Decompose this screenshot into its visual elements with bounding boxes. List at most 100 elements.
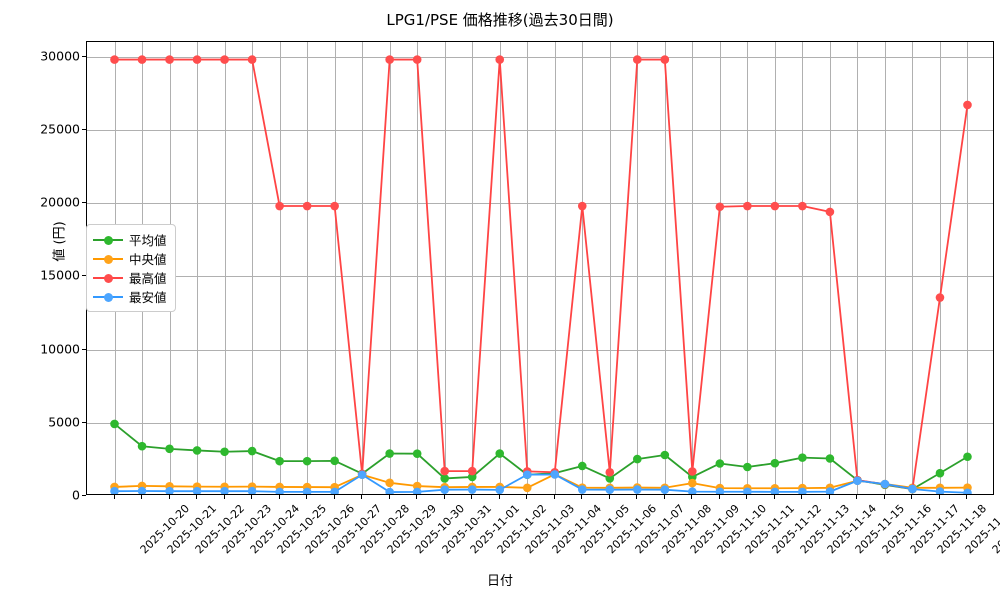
x-tick-mark xyxy=(663,495,665,499)
data-point xyxy=(220,447,229,457)
data-point xyxy=(275,487,284,494)
gridline-vertical xyxy=(197,42,199,494)
gridline-vertical xyxy=(472,42,474,494)
data-point xyxy=(137,486,147,494)
gridline-horizontal xyxy=(87,203,993,205)
y-tick-mark xyxy=(82,55,86,57)
x-tick-mark xyxy=(526,495,528,499)
data-point xyxy=(550,470,560,479)
y-tick-label: 20000 xyxy=(40,194,80,210)
y-tick-label: 30000 xyxy=(40,48,80,64)
x-tick-mark xyxy=(223,495,225,499)
legend-label: 中央値 xyxy=(129,252,167,267)
data-point xyxy=(247,446,257,456)
data-point xyxy=(220,486,229,494)
gridline-vertical xyxy=(582,42,584,494)
data-point xyxy=(798,453,807,462)
y-axis-tick-labels: 0 5000 10000 15000 20000 25000 30000 xyxy=(8,0,80,600)
gridline-vertical xyxy=(802,42,804,494)
data-point xyxy=(660,450,670,460)
data-point xyxy=(495,55,505,64)
x-tick-mark xyxy=(911,495,913,499)
chart-legend[interactable]: 平均値中央値最高値 最安値 xyxy=(86,224,176,312)
legend-item-4[interactable]: 最安値 xyxy=(93,287,167,306)
data-point xyxy=(770,487,780,494)
legend-item-3[interactable]: 最高値 xyxy=(93,268,167,287)
y-tick-mark xyxy=(82,275,86,277)
gridline-vertical xyxy=(967,42,969,494)
data-point xyxy=(770,458,780,468)
data-point xyxy=(165,486,174,494)
x-tick-mark xyxy=(966,495,968,499)
gridline-vertical xyxy=(527,42,529,494)
x-tick-mark xyxy=(856,495,858,499)
gridline-vertical xyxy=(362,42,364,494)
gridline-vertical xyxy=(609,42,611,494)
data-point xyxy=(715,487,725,494)
data-point xyxy=(605,467,615,477)
data-point xyxy=(385,487,394,494)
data-point xyxy=(385,478,394,488)
x-tick-mark xyxy=(333,495,335,499)
gridline-horizontal xyxy=(87,422,993,424)
x-tick-mark xyxy=(306,495,308,499)
data-point xyxy=(605,474,615,483)
data-point xyxy=(412,449,422,458)
series-line xyxy=(113,473,969,494)
gridline-vertical xyxy=(279,42,281,494)
series-3 xyxy=(110,55,972,494)
data-point xyxy=(302,201,312,211)
y-tick-label: 0 xyxy=(72,487,80,503)
gridline-vertical xyxy=(307,42,309,494)
legend-item-1[interactable]: 平均値 xyxy=(93,230,167,249)
legend-swatch-icon xyxy=(93,233,123,247)
x-tick-mark xyxy=(416,495,418,499)
data-point xyxy=(660,55,670,64)
gridline-vertical xyxy=(912,42,914,494)
data-point xyxy=(247,55,257,64)
x-tick-mark xyxy=(141,495,143,499)
plot-area xyxy=(86,41,994,495)
x-tick-mark xyxy=(608,495,610,499)
x-tick-mark xyxy=(113,495,115,499)
gridline-vertical xyxy=(884,42,886,494)
data-point xyxy=(385,55,394,64)
data-point xyxy=(495,485,505,494)
data-point xyxy=(110,55,119,64)
x-tick-mark xyxy=(883,495,885,499)
data-point xyxy=(798,201,807,211)
data-point xyxy=(192,486,202,494)
legend-label: 最高値 xyxy=(129,271,167,286)
y-tick-label: 10000 xyxy=(40,341,80,357)
legend-item-2[interactable]: 中央値 xyxy=(93,249,167,268)
chart-title: LPG1/PSE 価格推移(過去30日間) xyxy=(386,11,614,29)
data-point xyxy=(577,461,587,471)
data-point xyxy=(743,462,752,472)
data-point xyxy=(330,201,339,211)
data-point xyxy=(467,466,477,476)
data-point xyxy=(935,468,945,478)
data-point xyxy=(715,459,725,468)
data-point xyxy=(963,488,972,494)
gridline-vertical xyxy=(829,42,831,494)
data-point xyxy=(688,478,697,488)
data-point xyxy=(440,485,449,494)
series-line xyxy=(113,473,969,490)
data-point xyxy=(633,485,642,494)
data-point xyxy=(302,456,312,466)
y-tick-mark xyxy=(82,202,86,204)
data-point xyxy=(963,100,972,110)
x-tick-mark xyxy=(471,495,473,499)
x-tick-mark xyxy=(196,495,198,499)
y-tick-mark xyxy=(82,348,86,350)
data-point xyxy=(715,202,725,212)
data-point xyxy=(385,449,394,458)
data-point xyxy=(963,452,972,462)
x-tick-mark xyxy=(553,495,555,499)
y-tick-label: 25000 xyxy=(40,121,80,137)
data-point xyxy=(743,487,752,494)
gridline-vertical xyxy=(417,42,419,494)
data-point xyxy=(935,487,945,494)
data-point xyxy=(577,485,587,494)
